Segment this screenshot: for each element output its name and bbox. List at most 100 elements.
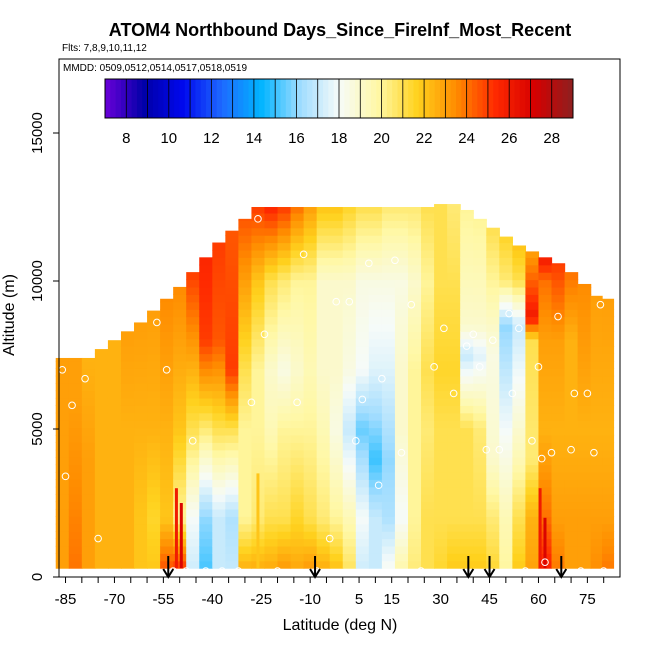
heatmap-cell xyxy=(486,560,500,569)
heatmap-cell xyxy=(342,279,357,288)
heatmap-cell xyxy=(538,375,553,384)
heatmap-cell xyxy=(290,471,305,480)
heatmap-cell xyxy=(434,471,448,480)
heatmap-cell xyxy=(186,405,200,414)
heatmap-cell xyxy=(316,494,331,503)
heatmap-cell xyxy=(355,471,370,480)
heatmap-cell xyxy=(147,449,161,458)
heatmap-cell xyxy=(277,368,292,377)
sample-marker xyxy=(547,448,556,457)
heatmap-cell xyxy=(355,331,370,340)
heatmap-cell xyxy=(355,501,370,510)
heatmap-cell xyxy=(355,207,370,214)
colorbar-segment xyxy=(131,79,138,118)
heatmap-cell xyxy=(277,323,292,332)
colorbar-segment xyxy=(408,79,414,118)
heatmap-cell xyxy=(394,383,409,392)
heatmap-cell xyxy=(590,471,603,480)
heatmap-cell xyxy=(590,442,603,451)
heatmap-cell xyxy=(212,501,226,510)
heatmap-cell xyxy=(329,545,344,554)
heatmap-cell xyxy=(160,523,174,532)
heatmap-cell xyxy=(538,501,553,510)
heatmap-cell xyxy=(434,360,448,369)
sample-marker xyxy=(462,342,471,350)
heatmap-cell xyxy=(251,442,266,451)
heatmap-cell xyxy=(225,420,239,429)
heatmap-cell xyxy=(525,560,540,569)
heatmap-cell xyxy=(564,360,579,369)
heatmap-cell xyxy=(303,212,318,221)
heatmap-cell xyxy=(186,368,200,377)
heatmap-cell xyxy=(303,375,318,384)
heatmap-cell xyxy=(368,486,383,495)
sample-marker xyxy=(583,389,592,398)
heatmap-cell xyxy=(290,375,305,384)
heatmap-cell xyxy=(329,523,344,532)
heatmap-cell xyxy=(486,471,500,480)
sample-marker xyxy=(68,401,76,410)
heatmap-cell xyxy=(329,264,344,273)
heatmap-cell xyxy=(394,501,409,510)
heatmap-cell xyxy=(68,523,83,532)
heatmap-cell xyxy=(486,301,500,310)
heatmap-cell xyxy=(277,207,292,214)
heatmap-cell xyxy=(264,227,279,236)
heatmap-cell xyxy=(329,227,344,236)
heatmap-cell xyxy=(55,368,70,377)
heatmap-cell xyxy=(512,338,527,347)
heatmap-cell xyxy=(199,434,213,443)
heatmap-cell xyxy=(434,523,448,532)
colorbar-segment xyxy=(514,79,521,118)
heatmap-cell xyxy=(120,412,135,421)
heatmap-cell xyxy=(525,368,540,377)
heatmap-cell xyxy=(342,538,357,547)
heatmap-cell xyxy=(551,263,566,266)
heatmap-cell xyxy=(251,249,266,258)
heatmap-cell xyxy=(447,523,461,532)
heatmap-cell xyxy=(134,434,148,443)
heatmap-cell xyxy=(107,427,122,436)
heatmap-cell xyxy=(394,360,409,369)
heatmap-cell xyxy=(147,516,161,525)
heatmap-cell xyxy=(407,457,422,466)
heatmap-cell xyxy=(525,257,540,266)
heatmap-cell xyxy=(120,523,135,532)
sample-marker xyxy=(352,437,360,445)
heatmap-cell xyxy=(473,323,487,332)
heatmap-cell xyxy=(499,360,513,369)
heatmap-cell xyxy=(381,553,396,562)
heatmap-cell xyxy=(316,420,331,429)
heatmap-cell xyxy=(225,434,239,443)
heatmap-cell xyxy=(238,390,253,399)
heatmap-cell xyxy=(173,346,187,355)
sample-marker xyxy=(407,300,416,309)
heatmap-cell xyxy=(199,538,213,547)
heatmap-cell xyxy=(538,346,553,355)
heatmap-cell xyxy=(120,360,135,369)
heatmap-cell xyxy=(303,405,318,414)
heatmap-cell xyxy=(160,494,174,503)
heatmap-cell xyxy=(447,390,461,399)
heatmap-cell xyxy=(225,249,239,258)
heatmap-cell xyxy=(160,516,174,525)
heatmap-cell xyxy=(329,375,344,384)
heatmap-cell xyxy=(160,508,174,517)
heatmap-cell xyxy=(590,412,603,421)
heatmap-cell xyxy=(486,242,500,251)
colorbar-segment xyxy=(440,79,446,118)
heatmap-cell xyxy=(499,272,513,281)
heatmap-cell xyxy=(460,434,474,443)
heatmap-streak xyxy=(179,503,183,569)
heatmap-cell xyxy=(486,508,500,517)
heatmap-cell xyxy=(186,553,200,562)
heatmap-cell xyxy=(134,383,148,392)
heatmap-cell xyxy=(94,442,109,451)
heatmap-cell xyxy=(421,397,435,406)
heatmap-cell xyxy=(81,486,96,495)
heatmap-cell xyxy=(381,272,396,281)
heatmap-cell xyxy=(160,442,174,451)
heatmap-cell xyxy=(421,235,435,244)
heatmap-cell xyxy=(525,279,540,288)
heatmap-cell xyxy=(147,471,161,480)
